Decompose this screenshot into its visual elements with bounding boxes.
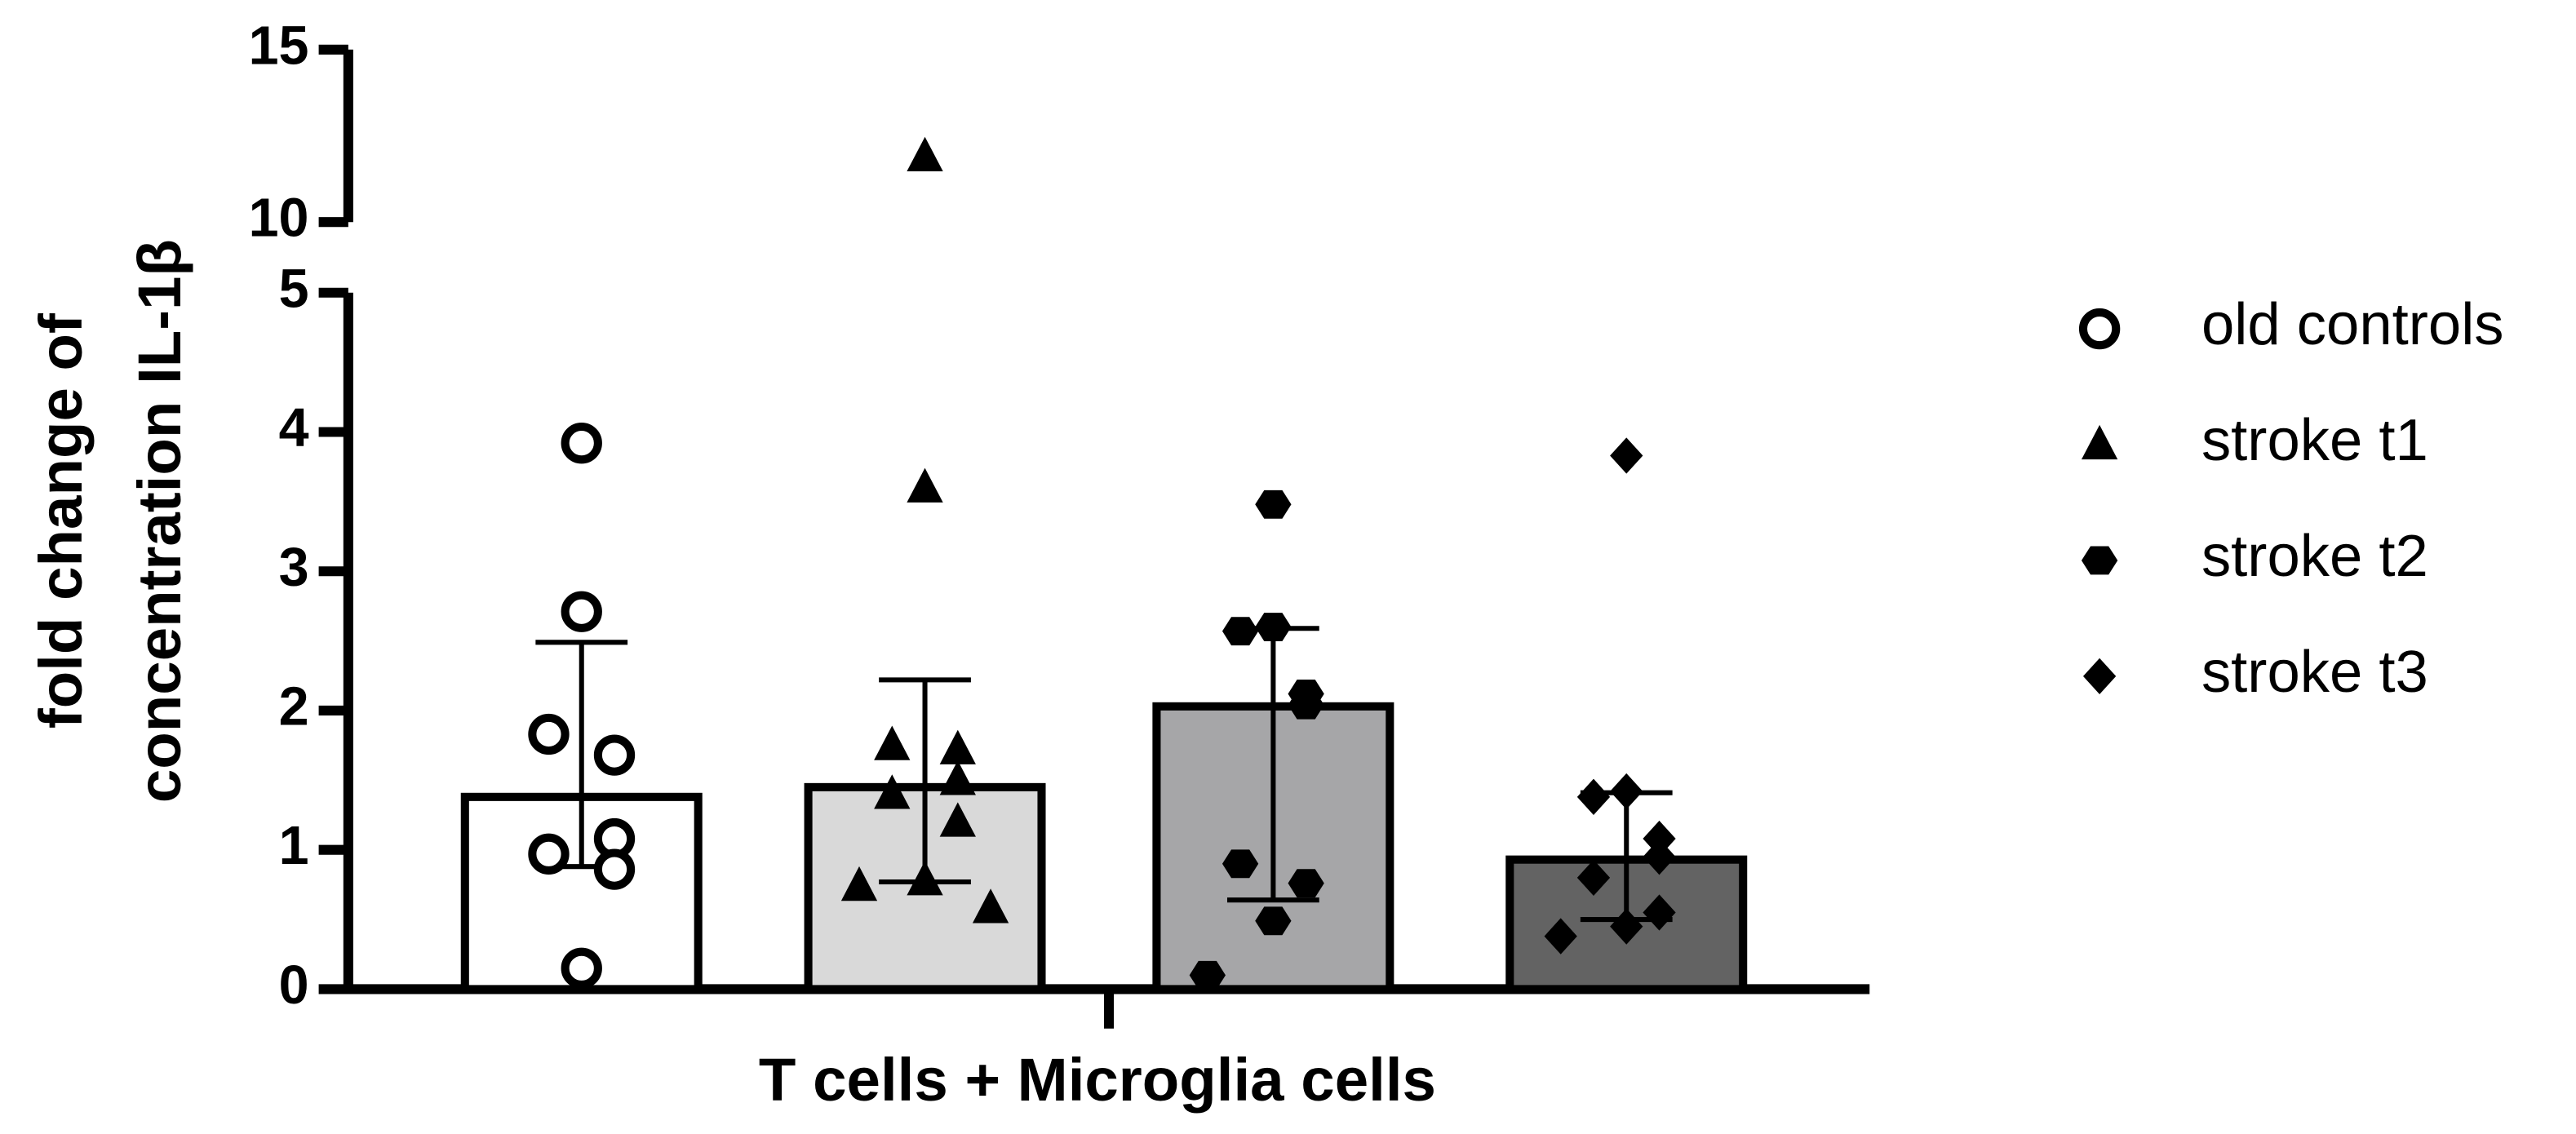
data-point — [1576, 778, 1611, 815]
data-point — [874, 774, 911, 809]
legend-label: stroke t3 — [2201, 639, 2428, 705]
y-tick-label: 5 — [279, 259, 309, 319]
data-point — [907, 136, 943, 171]
data-point — [1189, 960, 1226, 990]
data-point — [874, 725, 911, 760]
legend-marker — [2081, 546, 2118, 575]
y-tick-label: 0 — [279, 955, 309, 1016]
y-tick-label: 3 — [279, 538, 309, 598]
legend-label: stroke t1 — [2201, 407, 2428, 473]
data-point — [840, 866, 878, 901]
y-tick-label: 1 — [279, 816, 309, 876]
data-point — [593, 734, 636, 776]
y-tick-label: 15 — [249, 16, 309, 76]
data-point — [1221, 849, 1259, 879]
data-point — [907, 467, 943, 503]
legend-marker — [2078, 308, 2121, 350]
data-point — [1255, 613, 1292, 641]
data-point — [1221, 617, 1259, 646]
data-point — [972, 888, 1009, 924]
data-point — [593, 848, 636, 890]
y-tick-label: 10 — [249, 188, 309, 249]
y-axis-label: fold change of — [27, 313, 95, 729]
legend-marker — [2081, 424, 2118, 460]
data-point — [1610, 773, 1643, 810]
data-point — [1255, 906, 1292, 936]
x-axis-label: T cells + Microglia cells — [759, 1046, 1436, 1114]
legend-label: old controls — [2201, 291, 2504, 357]
data-point — [561, 947, 602, 989]
data-point — [561, 422, 602, 464]
y-tick-label: 2 — [279, 677, 309, 738]
data-point — [1610, 437, 1643, 474]
data-point — [561, 591, 602, 632]
y-axis-label: concentration IL-1β — [126, 239, 193, 803]
y-tick-label: 4 — [279, 398, 309, 458]
legend-marker — [2082, 658, 2117, 695]
data-point — [1255, 489, 1292, 519]
data-point — [528, 833, 570, 875]
data-point — [939, 802, 976, 837]
legend-label: stroke t2 — [2201, 523, 2428, 589]
data-point — [939, 760, 976, 795]
data-point — [907, 861, 943, 896]
data-point — [1288, 869, 1324, 898]
data-point — [1288, 690, 1324, 720]
data-point — [939, 729, 976, 764]
data-point — [528, 713, 570, 755]
data-point — [1544, 918, 1577, 955]
